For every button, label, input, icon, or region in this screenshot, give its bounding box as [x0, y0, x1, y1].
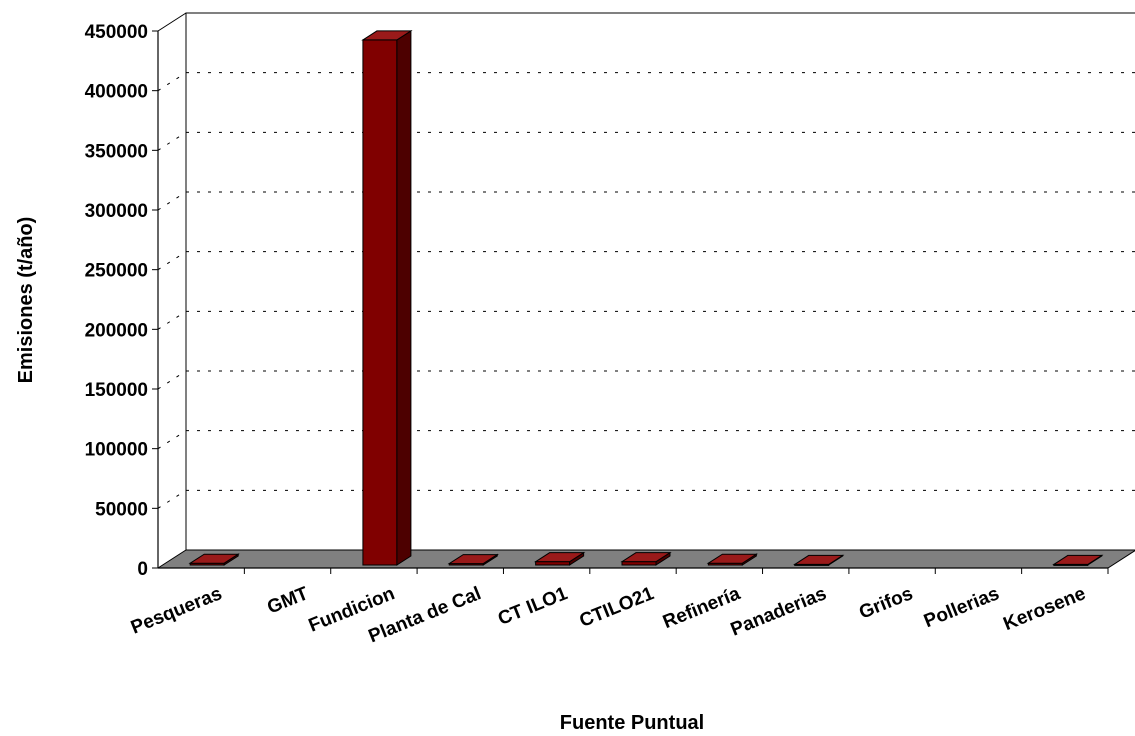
gridline-side: [157, 72, 187, 92]
bar-top: [1052, 554, 1104, 565]
bars: [188, 30, 1104, 566]
category-label: Pesqueras: [128, 583, 225, 638]
gridline-side: [157, 430, 187, 450]
y-tick-label: 350000: [85, 141, 148, 162]
bar-top: [793, 554, 845, 565]
gridline-side: [157, 310, 187, 330]
bar: [361, 30, 413, 566]
y-tick-label: 200000: [85, 320, 148, 341]
gridline-side: [157, 191, 187, 211]
gridline-side: [157, 251, 187, 271]
top-left-edge: [157, 12, 187, 32]
y-tick-label: 250000: [85, 261, 148, 282]
gridline-side: [157, 370, 187, 390]
bar: [447, 553, 499, 566]
category-label: CTILO21: [577, 583, 658, 632]
bar-top: [361, 30, 413, 41]
bar: [620, 551, 672, 566]
y-axis-title: Emisiones (t/año): [15, 217, 37, 384]
bar: [793, 554, 845, 566]
y-tick-label: 400000: [85, 82, 148, 103]
back-wall: [185, 12, 1135, 551]
y-tick-label: 150000: [85, 380, 148, 401]
y-tick-label: 450000: [85, 22, 148, 43]
category-label: CT ILO1: [495, 583, 571, 630]
category-label: Grifos: [856, 583, 916, 623]
bar-top: [533, 552, 586, 563]
y-tick-label: 300000: [85, 201, 148, 222]
x-axis-title: Fuente Puntual: [560, 712, 704, 734]
axes: [152, 12, 1109, 574]
bar-front: [621, 561, 657, 566]
bar: [706, 553, 759, 566]
bar-front: [535, 561, 571, 566]
bar: [188, 553, 240, 566]
bar-top: [447, 554, 499, 565]
category-label: Pollerias: [921, 583, 1002, 632]
bar-top: [188, 553, 240, 564]
y-tick-labels: 0 50000 100000 150000 200000 250000 300000 3500…: [85, 22, 148, 580]
gridline-side: [157, 489, 187, 509]
plot-walls: [156, 12, 1135, 569]
y-tick-label: 100000: [85, 440, 148, 461]
gridline-side: [157, 131, 187, 151]
gridlines: [157, 72, 1135, 509]
category-label: Kerosene: [1001, 583, 1089, 635]
bar: [533, 551, 586, 566]
bar-top: [706, 553, 759, 564]
y-tick-label: 0: [137, 559, 148, 580]
y-tick-label: 50000: [95, 499, 148, 520]
bar-side: [396, 30, 412, 566]
category-label: GMT: [264, 583, 311, 618]
bar-top: [620, 552, 672, 563]
category-label: Panaderias: [728, 583, 830, 640]
bar: [1052, 554, 1104, 566]
bar-front: [362, 39, 398, 566]
